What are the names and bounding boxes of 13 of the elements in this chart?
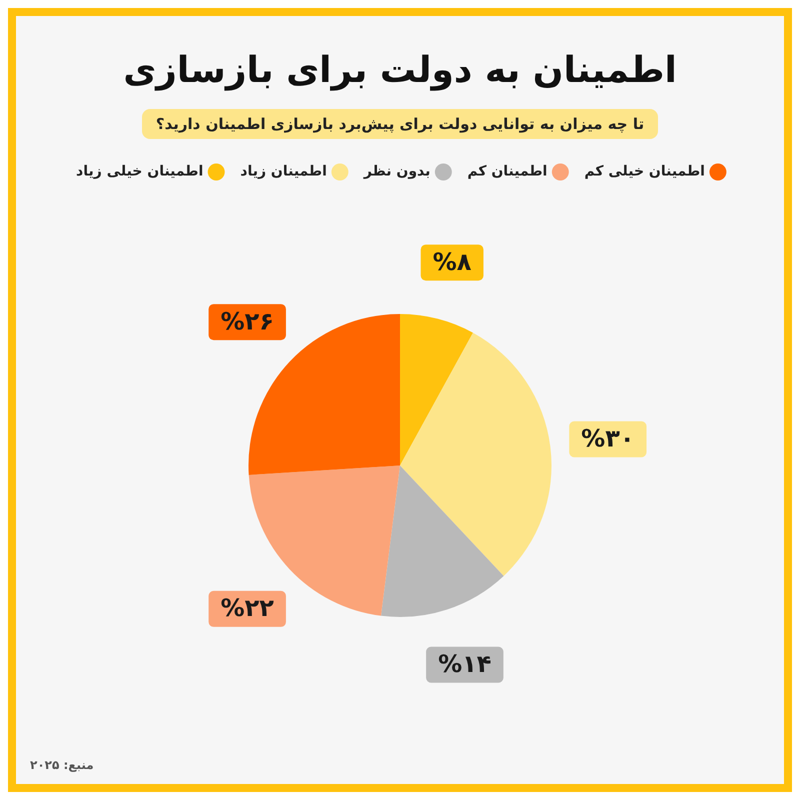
data-label: %۲۲: [220, 594, 274, 622]
chart-title: اطمینان به دولت برای بازسازی: [122, 50, 678, 91]
legend-label: اطمینان زیاد: [240, 164, 327, 180]
legend-label: اطمینان کم: [467, 164, 548, 180]
legend-label: بدون نظر: [362, 164, 430, 180]
data-label: %۲۶: [220, 307, 274, 336]
legend-label: اطمینان خیلی کم: [584, 164, 705, 180]
data-label: %۱۴: [438, 650, 492, 678]
legend-label: اطمینان خیلی زیاد: [76, 164, 204, 180]
data-label: %۳۰: [581, 424, 635, 452]
text: منبع: ۲۰۲۵: [30, 758, 94, 772]
chart-subtitle: تا چه میزان به توانایی دولت برای پیش‌برد بازسازی اطمینان دارید؟: [142, 109, 658, 139]
data-label: %۸: [432, 248, 472, 276]
